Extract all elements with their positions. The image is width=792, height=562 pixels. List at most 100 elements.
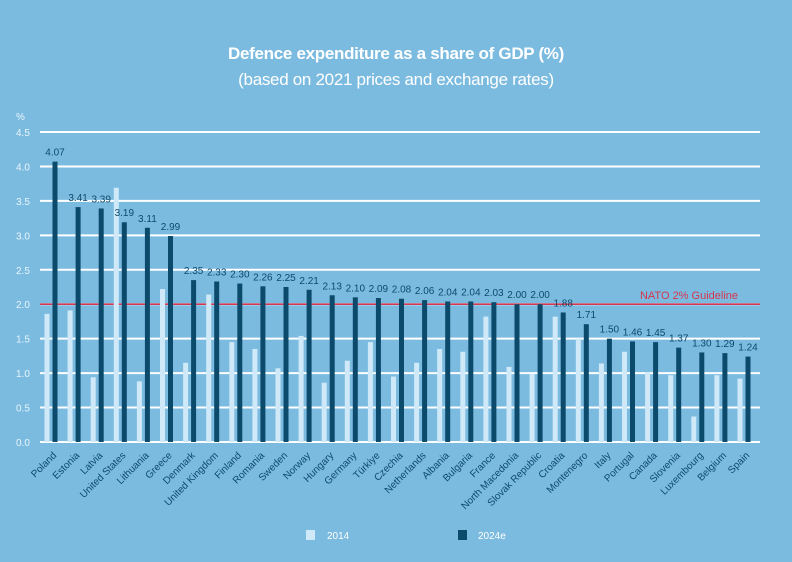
- data-label-2024e: 1.29: [715, 339, 735, 350]
- data-label-2024e: 2.21: [299, 276, 319, 287]
- y-tick-label: 2.5: [16, 266, 30, 277]
- bar-2014: [598, 363, 604, 442]
- bar-2014: [113, 187, 119, 442]
- data-label-2024e: 2.35: [184, 266, 204, 277]
- bar-2024e: [375, 298, 381, 442]
- y-tick-label: 0.5: [16, 404, 30, 415]
- data-label-2024e: 2.06: [415, 286, 435, 297]
- bar-2014: [44, 313, 50, 442]
- bar-2024e: [144, 227, 150, 442]
- bar-2014: [437, 349, 443, 442]
- bar-2024e: [445, 301, 451, 442]
- bar-2014: [714, 375, 720, 442]
- bar-2014: [506, 366, 512, 442]
- data-label-2024e: 3.41: [68, 193, 88, 204]
- nato-guideline-label: NATO 2% Guideline: [640, 290, 738, 302]
- bar-2014: [391, 376, 396, 442]
- data-label-2024e: 1.45: [646, 328, 666, 339]
- data-label-2024e: 2.09: [369, 284, 389, 295]
- bar-2024e: [168, 236, 173, 442]
- y-tick-label: 0.0: [16, 438, 30, 449]
- legend-label-2014: 2014: [327, 531, 350, 542]
- data-label-2024e: 2.26: [253, 272, 273, 283]
- y-axis-label: %: [16, 112, 25, 123]
- bar-2024e: [260, 286, 266, 442]
- data-label-2024e: 3.39: [91, 194, 111, 205]
- bar-2014: [737, 378, 743, 442]
- bar-2014: [206, 294, 212, 442]
- data-label-2024e: 2.30: [230, 270, 250, 281]
- bar-2024e: [191, 280, 197, 442]
- bar-2014: [183, 362, 189, 442]
- bar-2014: [645, 372, 651, 442]
- data-label-2024e: 3.19: [115, 208, 135, 219]
- data-label-2024e: 1.24: [738, 343, 758, 354]
- data-label-2024e: 1.71: [577, 310, 597, 321]
- bar-2014: [275, 368, 281, 442]
- bar-2014: [90, 377, 96, 442]
- bar-2024e: [422, 300, 428, 442]
- data-label-2024e: 2.04: [438, 287, 458, 298]
- data-label-2024e: 1.37: [669, 334, 689, 345]
- data-label-2024e: 1.46: [623, 327, 643, 338]
- bar-2014: [668, 375, 674, 442]
- data-label-2024e: 1.50: [600, 325, 620, 336]
- y-tick-label: 3.0: [16, 231, 30, 242]
- data-label-2024e: 2.00: [530, 290, 550, 301]
- bar-2024e: [583, 324, 589, 442]
- legend: 2014 2024e: [306, 530, 506, 542]
- y-tick-label: 1.0: [16, 369, 30, 380]
- data-label-2024e: 2.10: [346, 283, 366, 294]
- bar-2014: [344, 360, 350, 442]
- bar-2024e: [352, 297, 358, 442]
- data-label-2024e: 2.08: [392, 285, 412, 296]
- bar-2024e: [699, 352, 705, 442]
- bar-2024e: [283, 287, 289, 442]
- bar-2014: [67, 310, 73, 442]
- data-label-2024e: 1.30: [692, 338, 712, 349]
- legend-swatch-2014: [306, 530, 315, 540]
- chart-title: Defence expenditure as a share of GDP (%…: [227, 44, 564, 63]
- bar-2024e: [560, 312, 566, 442]
- data-label-2024e: 2.00: [507, 290, 527, 301]
- bar-2024e: [468, 301, 474, 442]
- legend-label-2024e: 2024e: [478, 531, 506, 542]
- bar-2014: [691, 416, 697, 442]
- bar-2014: [460, 351, 466, 442]
- bar-2024e: [653, 342, 659, 442]
- bar-2024e: [514, 304, 520, 442]
- data-label-2024e: 3.11: [138, 214, 157, 225]
- bar-2014: [575, 338, 581, 442]
- y-tick-label: 1.5: [16, 335, 30, 346]
- bar-2024e: [722, 353, 728, 442]
- y-tick-label: 4.5: [16, 128, 30, 139]
- y-tick-label: 4.0: [16, 162, 30, 173]
- data-label-2024e: 4.07: [45, 148, 65, 159]
- bar-2014: [136, 381, 142, 442]
- bar-2024e: [491, 302, 497, 442]
- bar-2024e: [745, 356, 751, 442]
- bar-2014: [252, 349, 258, 442]
- bar-2024e: [75, 207, 81, 442]
- bar-2014: [552, 316, 558, 442]
- bar-2024e: [630, 341, 635, 442]
- bar-2024e: [306, 289, 312, 442]
- bar-2024e: [606, 338, 612, 442]
- bar-2024e: [329, 295, 335, 442]
- data-label-2024e: 1.88: [553, 298, 573, 309]
- bar-2024e: [98, 208, 104, 442]
- legend-swatch-2024e: [458, 530, 467, 540]
- bar-2024e: [537, 304, 543, 442]
- bar-2014: [229, 342, 235, 442]
- bar-2024e: [676, 347, 682, 442]
- data-label-2024e: 2.33: [207, 267, 227, 278]
- bar-2014: [529, 373, 535, 442]
- data-label-2024e: 2.25: [276, 273, 296, 284]
- y-tick-label: 2.0: [16, 300, 30, 311]
- bar-2014: [321, 382, 327, 442]
- bar-2024e: [121, 222, 127, 442]
- bar-2024e: [52, 161, 58, 442]
- bar-2014: [367, 342, 373, 442]
- bar-2014: [298, 335, 304, 442]
- data-label-2024e: 2.03: [484, 288, 504, 299]
